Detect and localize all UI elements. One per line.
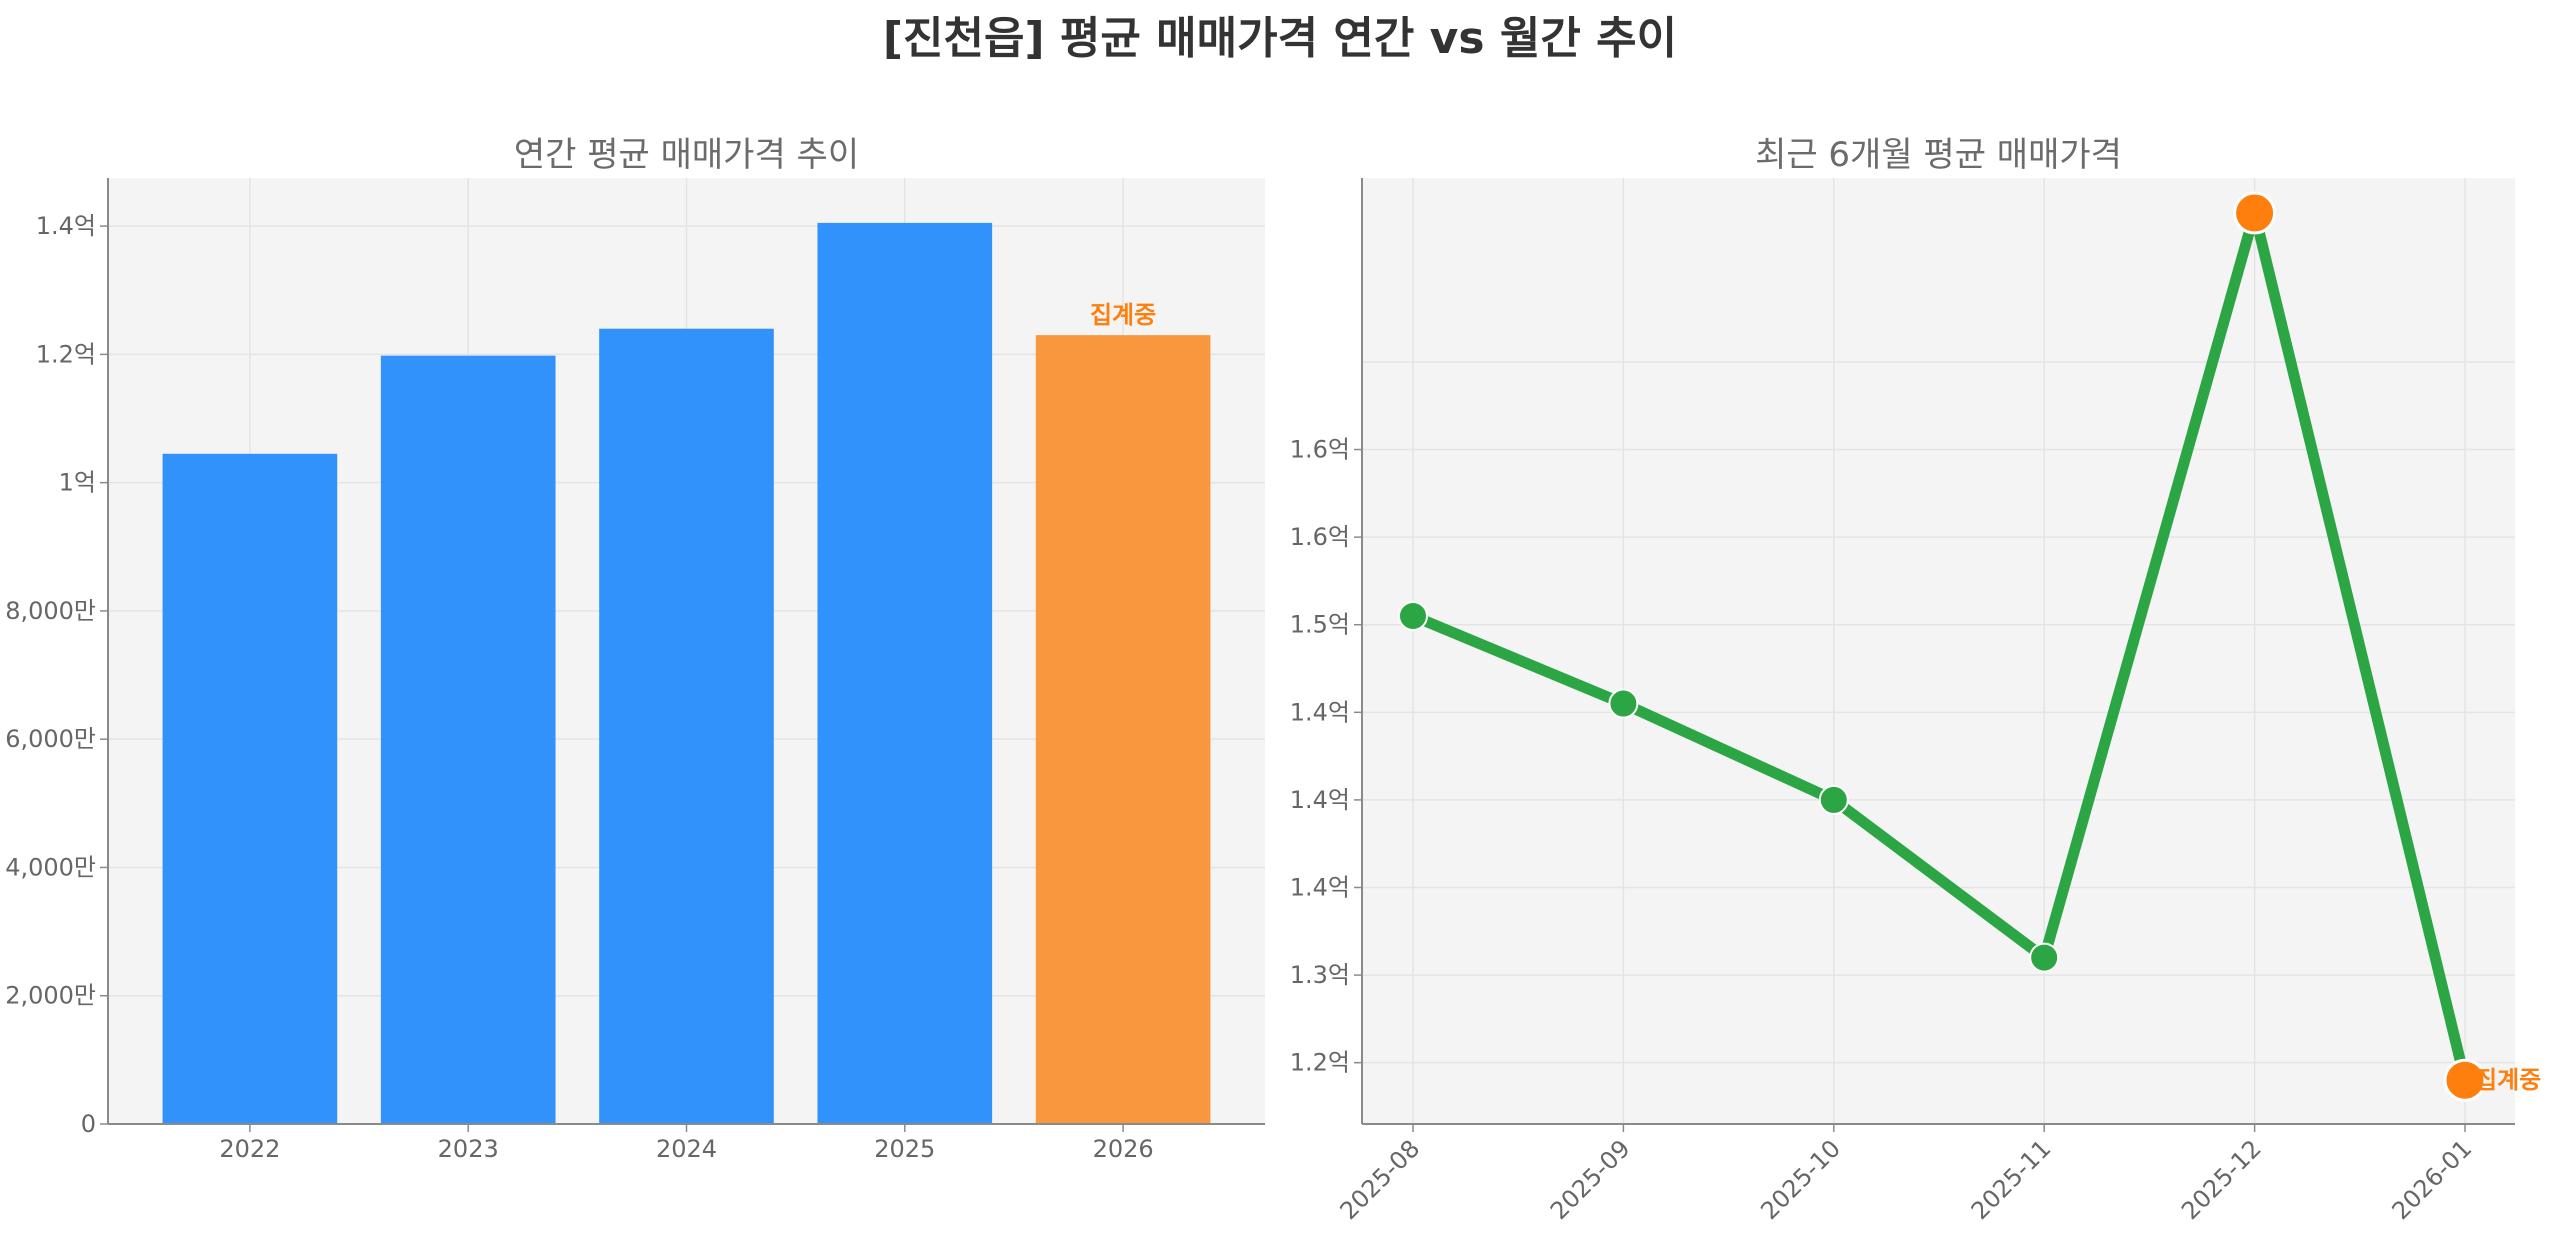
annual-chart-title: 연간 평균 매매가격 추이 xyxy=(514,135,859,175)
annual-y-tick-label: 4,000만 xyxy=(5,853,96,881)
monthly-point-2025-11 xyxy=(2029,942,2060,973)
monthly-y-tick-label: 1.4억 xyxy=(1290,786,1350,814)
monthly-y-tick-label: 1.3억 xyxy=(1290,961,1350,989)
figure-title: [진천읍] 평균 매매가격 연간 vs 월간 추이 xyxy=(882,13,1678,64)
annual-y-tick-label: 1.2억 xyxy=(36,340,96,368)
annual-x-tick-label: 2022 xyxy=(219,1135,280,1163)
annual-bar-annotation: 집계중 xyxy=(1090,301,1156,329)
monthly-y-tick-label: 1.4억 xyxy=(1290,874,1350,902)
monthly-point-2026-01 xyxy=(2443,1058,2487,1102)
monthly-plot-background xyxy=(1362,178,2515,1124)
monthly-x-tick-label: 2025-09 xyxy=(1545,1134,1636,1225)
annual-x-tick-label: 2024 xyxy=(656,1135,717,1163)
annual-y-tick-label: 8,000만 xyxy=(5,597,96,625)
monthly-point-2025-09 xyxy=(1608,688,1639,719)
monthly-y-tick-label: 1.6억 xyxy=(1290,523,1350,551)
monthly-y-tick-label: 1.2억 xyxy=(1290,1049,1350,1077)
monthly-y-tick-label: 1.6억 xyxy=(1290,436,1350,464)
monthly-x-tick-label: 2025-10 xyxy=(1755,1134,1846,1225)
annual-y-tick-label: 1억 xyxy=(59,469,96,497)
monthly-chart-title: 최근 6개월 평균 매매가격 xyxy=(1755,135,2122,175)
monthly-price-line xyxy=(1407,207,2471,1086)
annual-bar-chart: 연간 평균 매매가격 추이 집계중 0 2,000만 4,000만 6,000만 8,00… xyxy=(5,135,1265,1163)
annual-x-tick-label: 2023 xyxy=(438,1135,499,1163)
annual-bar-2025 xyxy=(817,222,993,1125)
monthly-point-2025-10 xyxy=(1818,784,1849,815)
annual-x-tick-label: 2026 xyxy=(1093,1135,1154,1163)
annual-y-tick-label: 1.4억 xyxy=(36,212,96,240)
monthly-y-tick-label: 1.4억 xyxy=(1290,698,1350,726)
annual-bar-2023 xyxy=(380,355,556,1124)
monthly-point-annotation: 집계중 xyxy=(2475,1066,2541,1094)
monthly-line-chart: 최근 6개월 평균 매매가격 집계중 1.2억 1.3억 1.4억 1.4억 1.4억 1.… xyxy=(1290,135,2542,1225)
monthly-x-tick-label: 2025-11 xyxy=(1966,1134,2057,1225)
annual-y-tick-label: 6,000만 xyxy=(5,725,96,753)
annual-y-tick-label: 2,000만 xyxy=(5,982,96,1010)
annual-bar-2026 xyxy=(1035,335,1211,1124)
monthly-x-tick-label: 2025-08 xyxy=(1335,1134,1426,1225)
monthly-point-2025-12 xyxy=(2233,191,2277,235)
annual-x-tick-label: 2025 xyxy=(874,1135,935,1163)
monthly-x-tick-label: 2026-01 xyxy=(2387,1134,2478,1225)
annual-y-tick-label: 0 xyxy=(81,1110,96,1138)
monthly-point-2025-08 xyxy=(1398,600,1428,631)
annual-bar-2024 xyxy=(599,328,774,1125)
monthly-y-tick-label: 1.5억 xyxy=(1290,611,1350,639)
annual-bar-2022 xyxy=(162,453,338,1124)
monthly-x-tick-label: 2025-12 xyxy=(2176,1134,2267,1225)
